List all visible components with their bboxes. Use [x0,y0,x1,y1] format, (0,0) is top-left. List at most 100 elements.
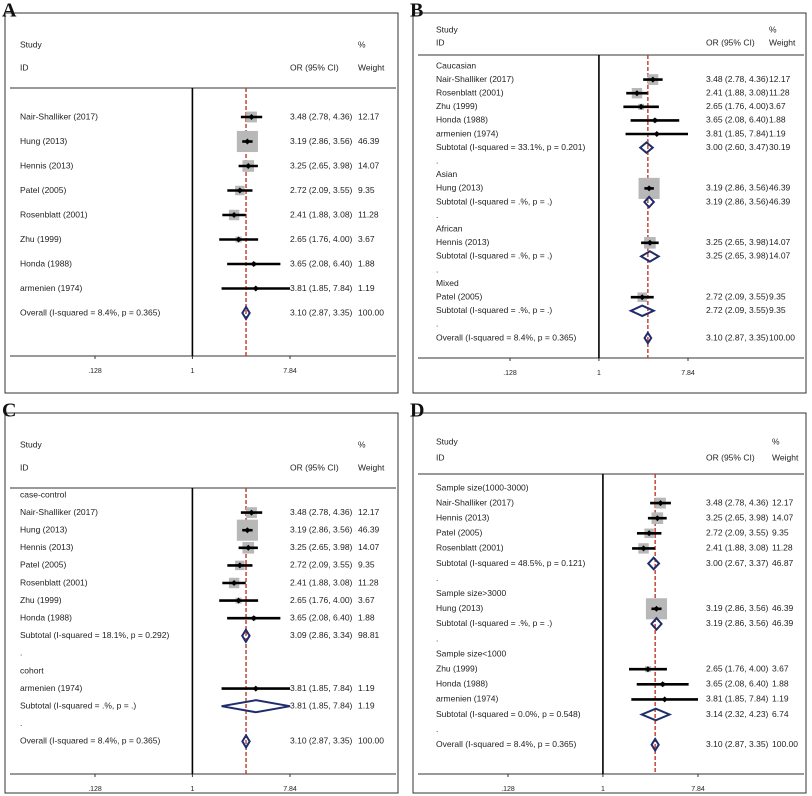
point-estimate [248,509,255,516]
col-study: Study [436,436,458,446]
or-ci-label: 3.81 (1.85, 7.84) [706,128,769,138]
or-ci-label: 2.41 (1.88, 3.08) [290,209,353,219]
row-label: . [20,718,22,728]
row-label: Overall (I-squared = 8.4%, p = 0.365) [436,332,576,342]
col-pct: % [358,39,366,49]
x-tick-label: 1 [601,786,605,793]
row-label: Rosenblatt (2001) [20,209,88,219]
x-tick-label: .128 [88,368,102,375]
x-tick-label: 1 [190,786,194,793]
panel-border [412,412,807,794]
point-estimate [248,114,255,120]
row-label: Honda (1988) [436,115,488,125]
or-ci-label: 3.10 (2.87, 3.35) [290,736,353,746]
col-weight: Weight [769,37,796,47]
col-or: OR (95% CI) [290,462,339,472]
row-label: Hung (2013) [436,603,483,613]
weight-label: 9.35 [358,560,375,570]
x-tick-label: .128 [501,786,515,793]
col-weight: Weight [358,462,385,472]
x-tick-label: 7.84 [283,368,297,375]
row-label: Honda (1988) [436,679,488,689]
weight-label: 1.88 [769,115,786,125]
point-estimate [653,605,660,612]
row-label: armenien (1974) [20,283,83,293]
or-ci-label: 3.10 (2.87, 3.35) [706,332,769,342]
weight-label: 46.39 [358,524,380,534]
weight-label: 14.07 [358,160,380,170]
point-estimate [657,500,664,507]
overall-diamond [650,737,660,753]
col-weight: Weight [772,452,799,462]
forest-panel: B Study % ID OR (95% CI) Weight .128 1 7.84 Cauca… [410,0,807,394]
weight-label: 3.67 [358,234,375,244]
overall-diamond [643,330,653,346]
or-ci-label: 2.65 (1.76, 4.00) [706,101,769,111]
weight-label: 3.67 [772,663,789,673]
point-estimate [639,294,646,301]
panel-border [412,12,807,394]
row-label: . [436,633,438,643]
col-study: Study [436,24,458,34]
subtotal-diamond [643,195,656,209]
subtotal-diamond [221,699,291,714]
col-id: ID [20,462,29,472]
row-label: Caucasian [436,60,476,70]
or-ci-label: 3.65 (2.08, 6.40) [706,679,769,689]
or-ci-label: 3.25 (2.65, 3.98) [706,512,769,522]
row-label: Subtotal (I-squared = .%, p = .) [436,305,552,315]
weight-label: 98.81 [358,630,380,640]
weight-label: 3.67 [358,595,375,605]
row-label: Sample size(1000-3000) [436,482,529,492]
weight-label: 14.07 [772,512,794,522]
weight-label: 46.39 [769,183,791,193]
row-label: Hennis (2013) [436,512,490,522]
row-label: Subtotal (I-squared = 48.5%, p = 0.121) [436,558,585,568]
col-or: OR (95% CI) [290,62,339,72]
row-label: . [436,155,438,165]
weight-label: 9.35 [769,305,786,315]
point-estimate [644,666,651,673]
row-label: Subtotal (I-squared = 0.0%, p = 0.548) [436,709,581,719]
weight-label: 14.07 [769,237,791,247]
weight-label: 100.00 [358,736,384,746]
point-estimate [640,545,647,552]
row-label: Mixed [436,278,459,288]
forest-panel: D Study % ID OR (95% CI) Weight .128 1 7.84 Sampl… [410,400,807,794]
or-ci-label: 2.65 (1.76, 4.00) [706,663,769,673]
point-estimate [244,527,251,534]
x-tick-label: .128 [88,786,102,793]
overall-diamond [241,305,251,321]
point-estimate [646,185,653,192]
subtotal-diamond [650,616,663,632]
or-ci-label: 3.65 (2.08, 6.40) [290,612,353,622]
or-ci-label: 2.41 (1.88, 3.08) [706,87,769,97]
panel-label: D [410,400,424,422]
or-ci-label: 3.25 (2.65, 3.98) [706,251,769,261]
or-ci-label: 3.19 (2.86, 3.56) [706,196,769,206]
point-estimate [245,544,252,551]
row-label: cohort [20,665,44,675]
or-ci-label: 2.72 (2.09, 3.55) [706,528,769,538]
row-label: Subtotal (I-squared = .%, p = .) [20,700,136,710]
or-ci-label: 3.65 (2.08, 6.40) [290,258,353,268]
subtotal-diamond [646,556,661,571]
or-ci-label: 3.10 (2.87, 3.35) [706,739,769,749]
row-label: . [436,573,438,583]
col-id: ID [20,62,29,72]
row-label: . [20,648,22,658]
weight-label: 1.88 [358,612,375,622]
subtotal-diamond [638,141,655,155]
weight-label: 100.00 [358,307,384,317]
row-label: Hennis (2013) [436,237,490,247]
row-label: Nair-Shalliker (2017) [20,111,98,121]
row-label: Patel (2005) [20,185,66,195]
weight-label: 46.39 [772,603,794,613]
or-ci-label: 3.25 (2.65, 3.98) [290,160,353,170]
forest-panel: A Study % ID OR (95% CI) Weight .128 1 7.84 Nair-… [2,0,399,394]
point-estimate [646,239,653,246]
point-estimate [651,117,658,124]
subtotal-diamond [241,627,251,644]
point-estimate [231,212,238,218]
